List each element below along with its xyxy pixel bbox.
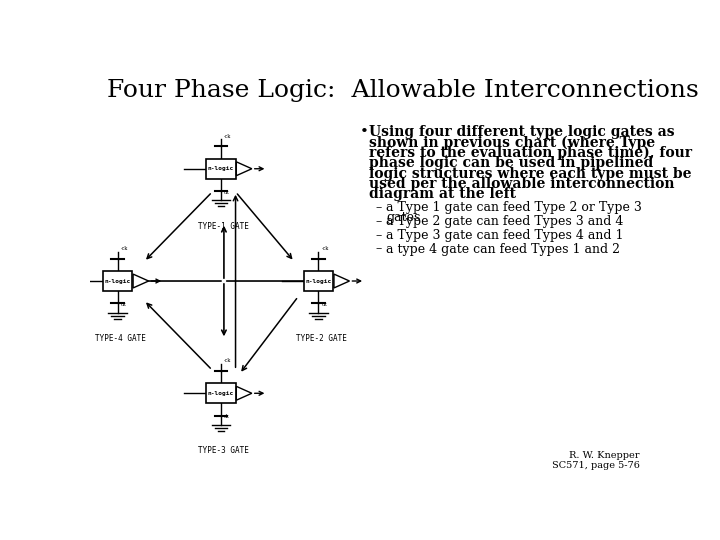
Text: TYPE-2 GATE: TYPE-2 GATE xyxy=(296,334,347,343)
Bar xyxy=(304,271,333,291)
Text: logic structures where each type must be: logic structures where each type must be xyxy=(369,167,691,181)
Text: –: – xyxy=(375,228,382,242)
Text: TYPE-1 GATE: TYPE-1 GATE xyxy=(199,222,249,231)
Bar xyxy=(206,383,235,403)
Text: -ck: -ck xyxy=(121,246,128,251)
Text: ck: ck xyxy=(224,414,230,419)
Bar xyxy=(103,271,132,291)
Text: –: – xyxy=(375,201,382,214)
Text: n-logic: n-logic xyxy=(305,279,332,284)
Text: ck: ck xyxy=(224,190,230,194)
Polygon shape xyxy=(334,274,349,288)
Text: diagram at the left: diagram at the left xyxy=(369,187,516,201)
Text: Four Phase Logic:  Allowable Interconnections: Four Phase Logic: Allowable Interconnect… xyxy=(107,79,698,103)
Text: ck: ck xyxy=(121,302,127,307)
Text: a type 4 gate can feed Types 1 and 2: a type 4 gate can feed Types 1 and 2 xyxy=(386,242,620,255)
Text: a Type 2 gate can feed Types 3 and 4: a Type 2 gate can feed Types 3 and 4 xyxy=(386,215,624,228)
Text: Using four different type logic gates as: Using four different type logic gates as xyxy=(369,125,675,139)
Text: -ck: -ck xyxy=(224,134,231,139)
Text: refers to the evaluation phase time), four: refers to the evaluation phase time), fo… xyxy=(369,146,692,160)
Polygon shape xyxy=(236,386,252,400)
Polygon shape xyxy=(236,162,252,176)
Text: TYPE-3 GATE: TYPE-3 GATE xyxy=(199,447,249,455)
Text: R. W. Knepper
SC571, page 5-76: R. W. Knepper SC571, page 5-76 xyxy=(552,451,639,470)
Text: ck: ck xyxy=(322,302,328,307)
Text: •: • xyxy=(360,125,369,139)
Bar xyxy=(206,159,235,179)
Text: shown in previous chart (where Type: shown in previous chart (where Type xyxy=(369,136,655,150)
Text: a Type 1 gate can feed Type 2 or Type 3: a Type 1 gate can feed Type 2 or Type 3 xyxy=(386,201,642,214)
Text: gates: gates xyxy=(386,211,420,224)
Text: -ck: -ck xyxy=(224,358,231,363)
Text: used per the allowable interconnection: used per the allowable interconnection xyxy=(369,177,675,191)
Text: TYPE-4 GATE: TYPE-4 GATE xyxy=(95,334,146,343)
Text: phase logic can be used in pipelined: phase logic can be used in pipelined xyxy=(369,156,653,170)
Text: –: – xyxy=(375,242,382,255)
Text: –: – xyxy=(375,215,382,228)
Text: n-logic: n-logic xyxy=(207,391,234,396)
Text: a Type 3 gate can feed Types 4 and 1: a Type 3 gate can feed Types 4 and 1 xyxy=(386,228,624,242)
Text: n-logic: n-logic xyxy=(207,166,234,171)
Text: -ck: -ck xyxy=(322,246,329,251)
Polygon shape xyxy=(133,274,148,288)
Text: n-logic: n-logic xyxy=(104,279,131,284)
